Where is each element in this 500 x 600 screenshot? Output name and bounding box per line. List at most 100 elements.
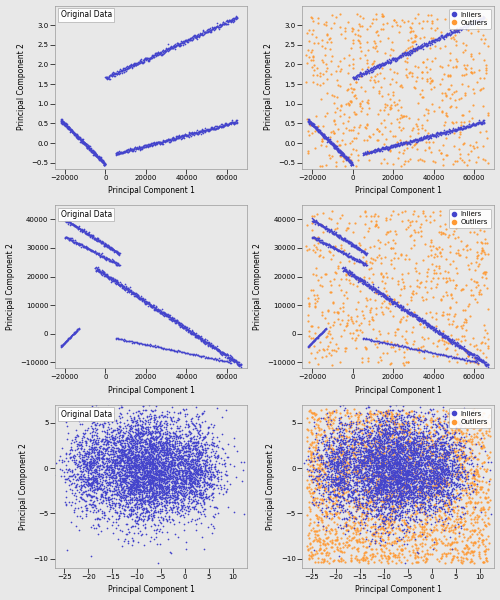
- Point: [333, 468, 341, 478]
- Point: [342, 451, 350, 460]
- Point: [346, 434, 354, 444]
- Point: [138, 410, 145, 419]
- Point: [332, 499, 340, 509]
- Point: [384, 294, 392, 304]
- Point: [109, 67, 117, 77]
- Point: [372, 452, 380, 461]
- Point: [328, 38, 336, 47]
- Point: [182, 419, 190, 429]
- Point: [448, 469, 456, 478]
- Point: [428, 540, 436, 550]
- Point: [350, 240, 358, 250]
- Point: [74, 449, 82, 459]
- Point: [147, 482, 155, 492]
- Point: [344, 251, 352, 260]
- Point: [440, 32, 448, 42]
- Point: [216, 346, 224, 356]
- Point: [96, 236, 104, 246]
- Point: [126, 446, 134, 456]
- Point: [88, 232, 96, 241]
- Point: [150, 406, 158, 416]
- Point: [100, 253, 108, 263]
- Point: [151, 481, 159, 490]
- Point: [360, 514, 368, 523]
- Point: [186, 35, 194, 45]
- Point: [72, 482, 80, 491]
- Point: [362, 444, 370, 454]
- Point: [442, 481, 450, 491]
- Point: [386, 473, 394, 482]
- Point: [379, 496, 387, 506]
- Point: [358, 246, 366, 256]
- Point: [340, 454, 348, 464]
- Point: [356, 107, 364, 116]
- Point: [408, 497, 416, 506]
- Point: [316, 219, 324, 229]
- Point: [186, 326, 194, 336]
- Point: [134, 291, 142, 301]
- Point: [440, 448, 448, 458]
- Point: [314, 333, 322, 343]
- Point: [384, 57, 392, 67]
- Point: [145, 487, 153, 496]
- Point: [328, 448, 336, 457]
- Point: [230, 356, 237, 365]
- Point: [394, 140, 402, 150]
- Point: [474, 17, 482, 26]
- Point: [482, 426, 490, 436]
- Point: [482, 65, 490, 74]
- Point: [398, 502, 406, 511]
- Point: [122, 146, 130, 156]
- Point: [61, 338, 69, 347]
- Point: [334, 245, 342, 255]
- Point: [453, 269, 461, 278]
- Point: [322, 133, 330, 143]
- Point: [342, 250, 350, 260]
- Point: [446, 488, 454, 498]
- Point: [400, 473, 408, 483]
- Point: [89, 246, 97, 256]
- Point: [474, 280, 482, 290]
- Point: [150, 50, 158, 60]
- Point: [165, 311, 173, 320]
- Point: [371, 444, 379, 454]
- Point: [388, 470, 396, 480]
- Point: [422, 433, 430, 442]
- Point: [368, 316, 376, 325]
- Point: [456, 24, 464, 34]
- Point: [129, 505, 137, 515]
- Point: [389, 466, 397, 475]
- Point: [158, 470, 166, 480]
- Point: [460, 440, 468, 450]
- Point: [142, 488, 150, 498]
- Point: [383, 497, 391, 506]
- Point: [193, 489, 201, 499]
- Point: [398, 503, 406, 513]
- Point: [442, 476, 450, 486]
- Point: [452, 322, 460, 331]
- Point: [126, 463, 134, 472]
- Point: [374, 484, 382, 493]
- Point: [136, 479, 144, 489]
- Point: [406, 493, 413, 502]
- Point: [354, 460, 362, 470]
- Point: [412, 145, 420, 154]
- Point: [118, 427, 126, 437]
- Point: [362, 497, 370, 506]
- Point: [426, 449, 434, 458]
- Point: [204, 125, 212, 134]
- Point: [484, 341, 492, 350]
- Point: [381, 488, 389, 497]
- Point: [370, 436, 378, 445]
- Point: [454, 482, 462, 492]
- Point: [161, 46, 169, 56]
- Point: [374, 506, 382, 515]
- Point: [222, 356, 230, 366]
- Point: [476, 355, 484, 365]
- Point: [337, 233, 345, 242]
- Point: [146, 430, 154, 440]
- Point: [89, 457, 97, 467]
- Point: [74, 133, 82, 142]
- Point: [190, 424, 198, 434]
- Point: [84, 485, 92, 495]
